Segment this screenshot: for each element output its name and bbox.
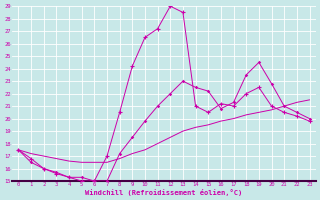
X-axis label: Windchill (Refroidissement éolien,°C): Windchill (Refroidissement éolien,°C) <box>85 189 243 196</box>
